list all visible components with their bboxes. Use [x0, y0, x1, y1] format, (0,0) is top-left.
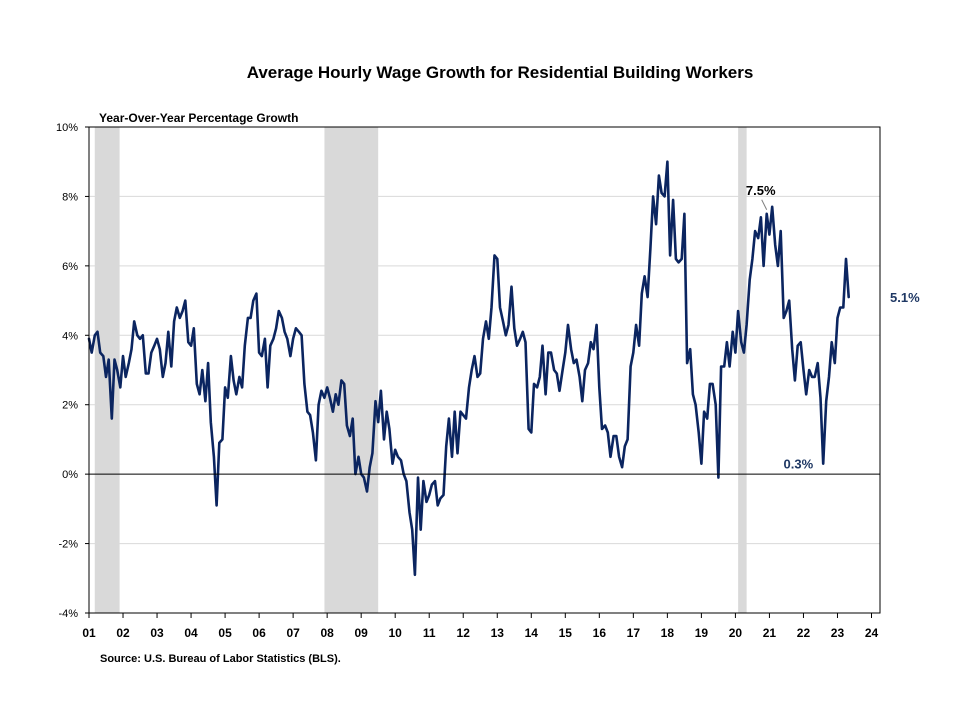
y-tick-label: -2%	[58, 539, 78, 551]
x-tick-label: 14	[525, 626, 539, 640]
x-tick-label: 17	[627, 626, 641, 640]
recession-band	[324, 127, 379, 613]
x-tick-label: 22	[797, 626, 811, 640]
x-tick-label: 05	[218, 626, 232, 640]
y-tick-label: 10%	[56, 122, 78, 134]
x-tick-label: 10	[389, 626, 403, 640]
y-tick-label: -4%	[58, 608, 78, 620]
source-note: Source: U.S. Bureau of Labor Statistics …	[100, 653, 341, 665]
y-tick-label: 8%	[62, 191, 78, 203]
plot-frame	[88, 126, 881, 614]
x-tick-label: 09	[354, 626, 368, 640]
x-tick-label: 21	[763, 626, 777, 640]
x-tick-label: 15	[559, 626, 573, 640]
x-tick-label: 20	[729, 626, 743, 640]
x-tick-label: 02	[116, 626, 130, 640]
series-line-layer	[87, 160, 850, 577]
annotation-label: 0.3%	[784, 457, 814, 472]
x-tick-label: 07	[286, 626, 300, 640]
annotation-label: 5.1%	[890, 290, 920, 305]
axes: 10% 8% 6% 4% 2% 0% -2% -4% 01 02 03 04 05 06 07 08 09 10 1…	[56, 122, 881, 640]
x-tick-label: 03	[150, 626, 164, 640]
x-tick-label: 16	[593, 626, 607, 640]
y-tick-label: 6%	[62, 261, 78, 273]
x-tick-label: 13	[491, 626, 505, 640]
x-tick-label: 11	[423, 626, 436, 640]
labels: Average Hourly Wage Growth for Residenti…	[99, 63, 920, 665]
y-axis-title: Year-Over-Year Percentage Growth	[99, 111, 298, 125]
recession-bands	[94, 127, 747, 613]
recession-band	[738, 127, 747, 613]
x-tick-label: 24	[865, 626, 879, 640]
series-line	[87, 160, 850, 577]
y-tick-label: 0%	[62, 469, 78, 481]
chart-title: Average Hourly Wage Growth for Residenti…	[247, 63, 754, 82]
x-tick-label: 19	[695, 626, 709, 640]
x-tick-label: 01	[82, 626, 96, 640]
x-tick-label: 18	[661, 626, 675, 640]
y-tick-label: 4%	[62, 330, 78, 342]
x-tick-label: 04	[184, 626, 198, 640]
y-tick-label: 2%	[62, 400, 78, 412]
x-tick-label: 06	[252, 626, 266, 640]
annotation-label: 7.5%	[746, 183, 776, 198]
x-tick-label: 12	[457, 626, 471, 640]
x-tick-label: 23	[831, 626, 845, 640]
annotation-leader	[761, 199, 768, 211]
x-tick-label: 08	[320, 626, 334, 640]
